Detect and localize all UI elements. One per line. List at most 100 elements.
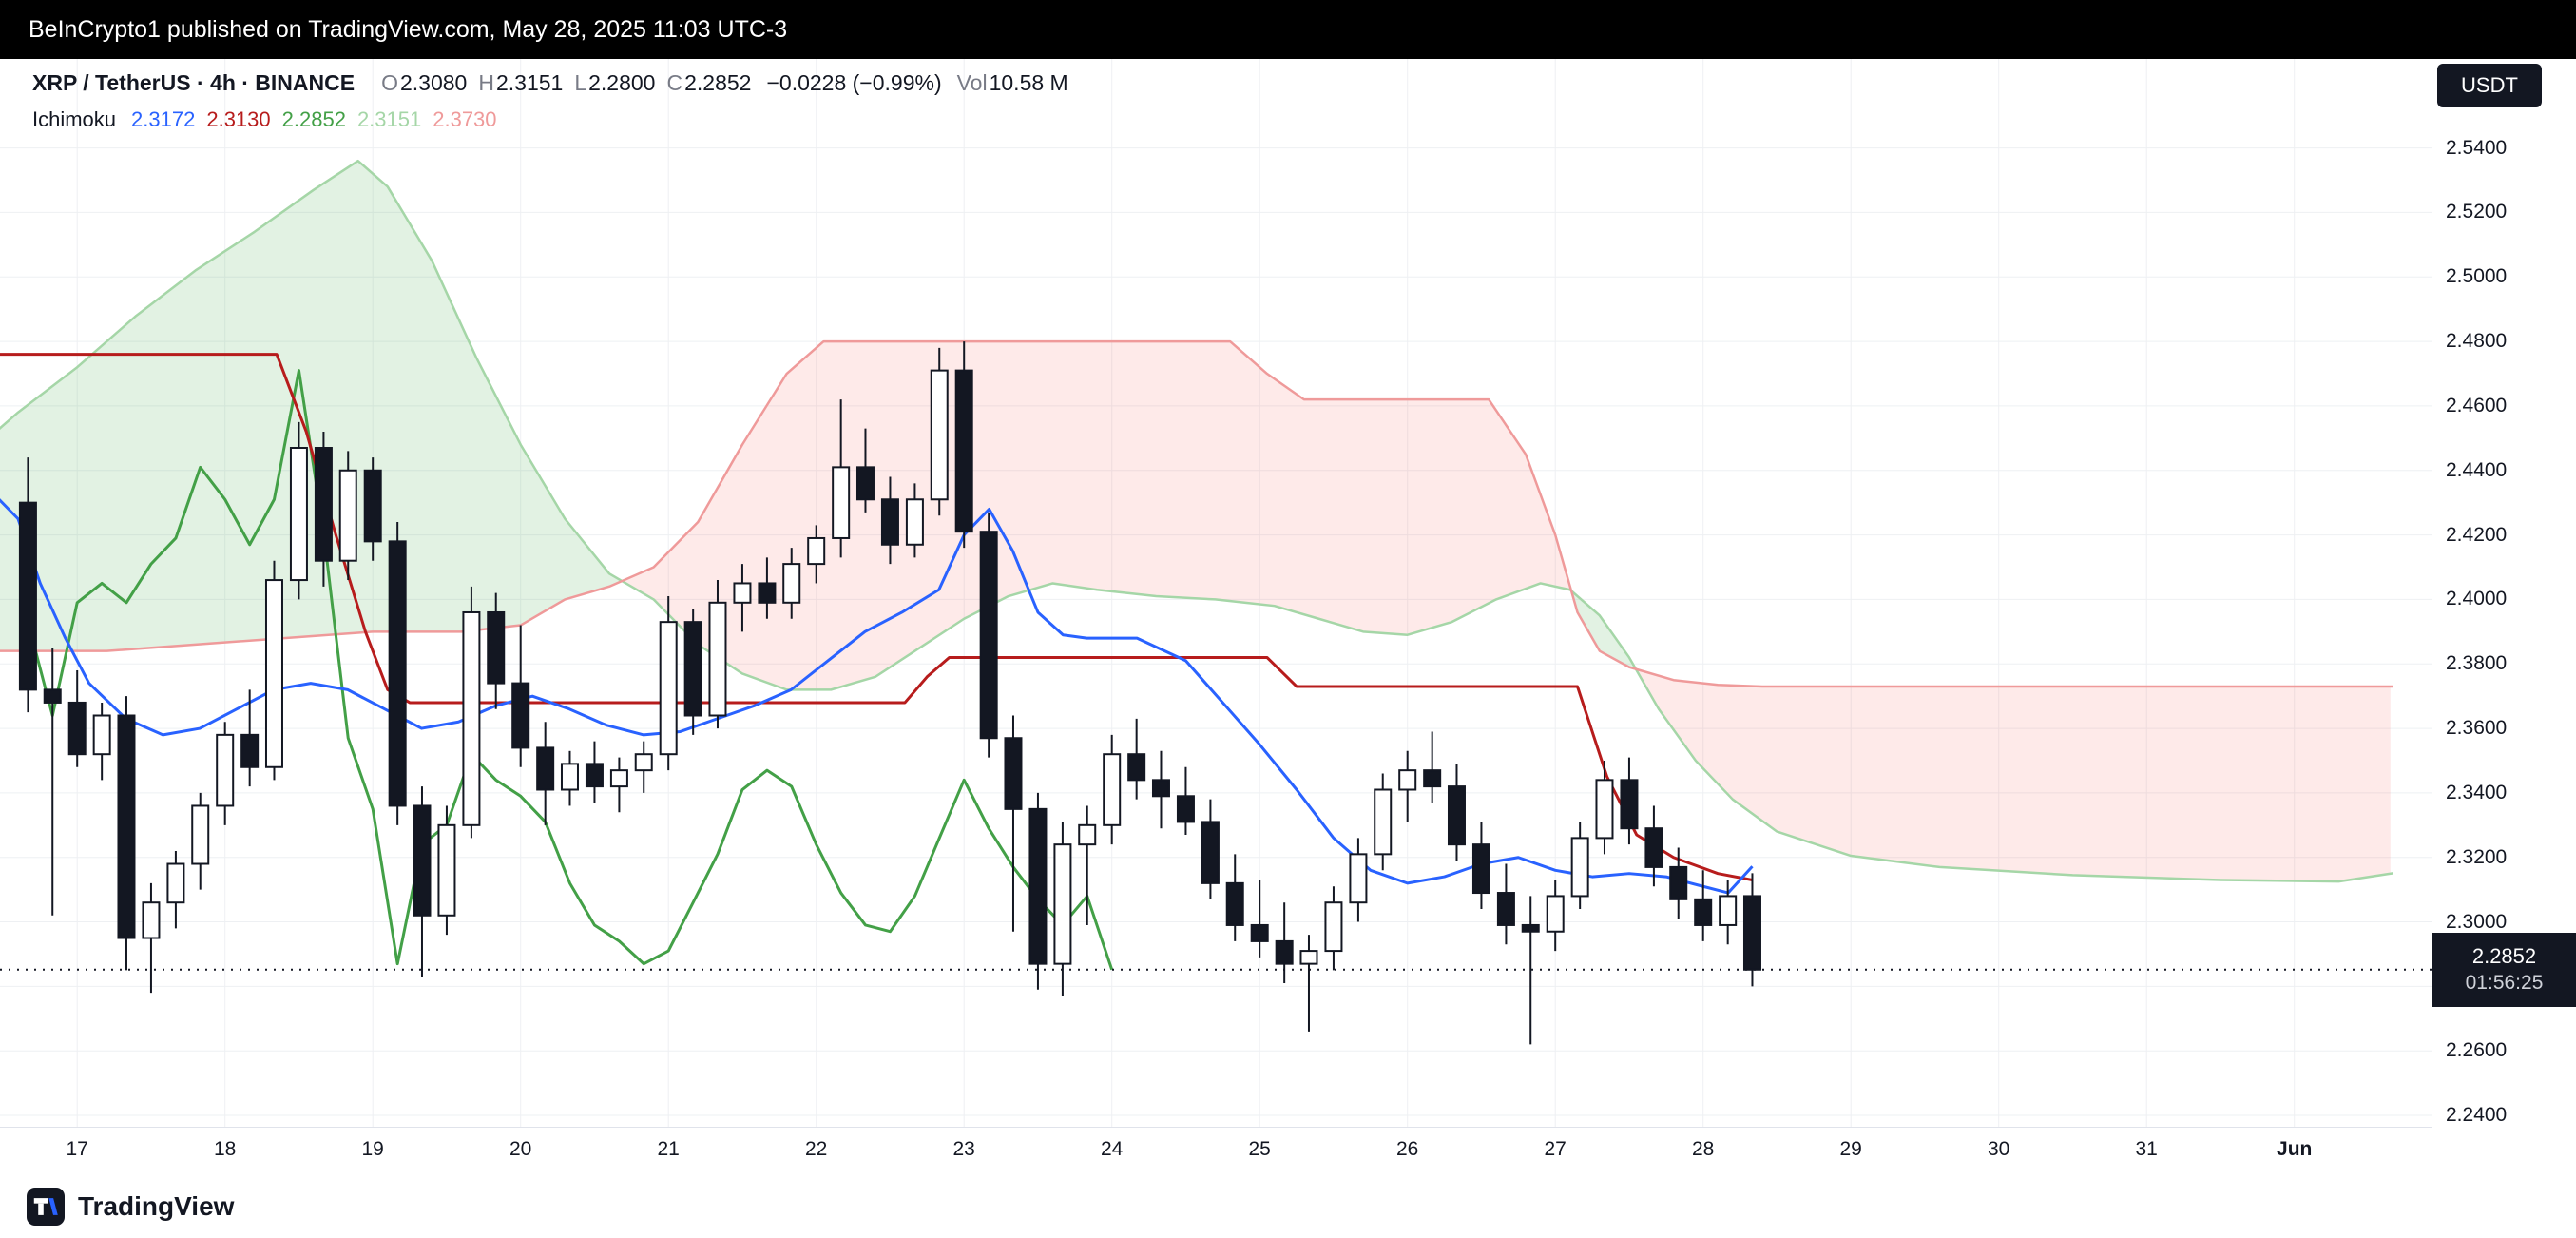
chikou-line xyxy=(26,369,1114,971)
candle-up xyxy=(462,610,481,826)
low-value: 2.2800 xyxy=(588,70,656,95)
tenkan-value: 2.3172 xyxy=(131,107,196,131)
symbol-info-row: XRP / TetherUS · 4h · BINANCE O2.3080 H2.3… xyxy=(32,70,1068,96)
candle-up xyxy=(560,763,579,791)
candle-down xyxy=(240,733,260,768)
footer-brand[interactable]: TradingView xyxy=(78,1191,235,1221)
candle-up xyxy=(1078,823,1097,846)
candle-down xyxy=(1644,827,1663,868)
candle-up xyxy=(832,466,851,539)
candle-down xyxy=(511,682,530,749)
attribution-bar: BeInCrypto1 published on TradingView.com… xyxy=(0,0,2576,59)
current-price-value: 2.2852 xyxy=(2471,943,2537,968)
low-label: L xyxy=(574,70,587,95)
price-tick-label: 2.4400 xyxy=(2446,458,2508,481)
candle-up xyxy=(1374,788,1393,856)
symbol-title[interactable]: XRP / TetherUS · 4h · BINANCE xyxy=(32,70,356,95)
footer: TradingView xyxy=(0,1175,2576,1238)
time-tick-label: 26 xyxy=(1396,1138,1419,1160)
chart-legend: XRP / TetherUS · 4h · BINANCE O2.3080 H2.3… xyxy=(32,70,1068,132)
price-change: −0.0228 (−0.99%) xyxy=(766,70,942,95)
candle-down xyxy=(1127,753,1146,782)
volume-value: 10.58 M xyxy=(989,70,1068,95)
attribution-text: BeInCrypto1 published on TradingView.com… xyxy=(29,15,788,43)
high-value: 2.3151 xyxy=(495,70,564,95)
price-chart-canvas[interactable] xyxy=(0,59,2576,1175)
candle-up xyxy=(264,579,283,768)
candle-up xyxy=(807,536,826,566)
time-tick-label: 22 xyxy=(805,1138,828,1160)
time-axis[interactable]: 17 18 19 20 21 22 23 24 25 26 27 28 29 30 31 Jun xyxy=(0,1127,2576,1175)
time-tick-label: 28 xyxy=(1692,1138,1715,1160)
candle-down xyxy=(1471,843,1490,895)
candle-up xyxy=(1719,895,1738,926)
candle-up xyxy=(1570,837,1589,898)
price-tick-label: 2.4000 xyxy=(2446,588,2508,610)
candle-up xyxy=(659,621,678,756)
candle-up xyxy=(782,563,801,604)
price-tick-label: 2.3000 xyxy=(2446,910,2508,933)
chart-area: XRP / TetherUS · 4h · BINANCE O2.3080 H2.3… xyxy=(0,59,2576,1175)
time-tick-label: 24 xyxy=(1101,1138,1124,1160)
candle-down xyxy=(314,447,333,562)
high-label: H xyxy=(478,70,494,95)
candle-down xyxy=(1151,779,1170,798)
candle-up xyxy=(609,769,628,788)
time-tick-label: 21 xyxy=(657,1138,680,1160)
candle-down xyxy=(683,621,702,717)
time-tick-label: 20 xyxy=(509,1138,532,1160)
price-tick-label: 2.5400 xyxy=(2446,136,2508,159)
time-tick-label: 17 xyxy=(66,1138,88,1160)
candle-down xyxy=(536,746,555,791)
candle-down xyxy=(1521,923,1540,933)
price-axis[interactable]: USDT 2.2852 01:56:25 2.5400 2.5200 2.5000 2… xyxy=(2432,59,2576,1175)
plot-area[interactable] xyxy=(0,59,2432,1127)
price-tick-label: 2.3200 xyxy=(2446,845,2508,868)
indicator-row: Ichimoku 2.3172 2.3130 2.2852 2.3151 2.3730 xyxy=(32,107,1068,132)
candle-up xyxy=(1324,901,1343,953)
candle-up xyxy=(92,714,111,756)
price-tick-label: 2.2600 xyxy=(2446,1039,2508,1062)
candle-up xyxy=(1595,779,1614,840)
candle-down xyxy=(1250,923,1269,942)
candle-up xyxy=(289,447,308,582)
candle-down xyxy=(18,501,37,691)
candle-down xyxy=(855,466,875,501)
candle-up xyxy=(1349,853,1368,904)
indicator-name[interactable]: Ichimoku xyxy=(32,107,117,131)
time-tick-label: 31 xyxy=(2135,1138,2158,1160)
candle-up xyxy=(1053,843,1072,965)
price-tick-label: 2.3800 xyxy=(2446,652,2508,675)
price-tick-label: 2.3600 xyxy=(2446,717,2508,740)
candle-up xyxy=(1398,769,1417,791)
candle-up xyxy=(1546,895,1565,933)
candle-up xyxy=(930,369,949,501)
senkou-a-line xyxy=(0,159,2393,883)
price-tick-label: 2.4200 xyxy=(2446,523,2508,546)
price-tick-label: 2.4600 xyxy=(2446,394,2508,416)
time-tick-label: 25 xyxy=(1248,1138,1271,1160)
candle-down xyxy=(758,582,777,604)
candle-up xyxy=(166,862,185,904)
candle-up xyxy=(216,733,235,807)
time-tick-label: 18 xyxy=(214,1138,237,1160)
candle-down xyxy=(1225,881,1244,926)
candle-up xyxy=(191,804,210,865)
candle-down xyxy=(1275,939,1294,965)
tradingview-logo[interactable] xyxy=(27,1188,65,1226)
time-tick-label: 27 xyxy=(1544,1138,1567,1160)
price-tick-label: 2.2400 xyxy=(2446,1104,2508,1127)
ichimoku-cloud-bullish xyxy=(0,162,623,651)
candle-down xyxy=(117,714,136,939)
current-price-badge: 2.2852 01:56:25 xyxy=(2432,932,2576,1007)
candle-up xyxy=(905,498,924,546)
candle-down xyxy=(388,540,407,807)
candle-up xyxy=(634,753,653,772)
candle-down xyxy=(1423,769,1442,788)
open-label: O xyxy=(381,70,398,95)
close-value: 2.2852 xyxy=(684,70,752,95)
time-tick-label: Jun xyxy=(2277,1138,2313,1160)
candle-down xyxy=(979,531,998,740)
volume-label: Vol xyxy=(956,70,988,95)
candle-down xyxy=(67,701,87,756)
